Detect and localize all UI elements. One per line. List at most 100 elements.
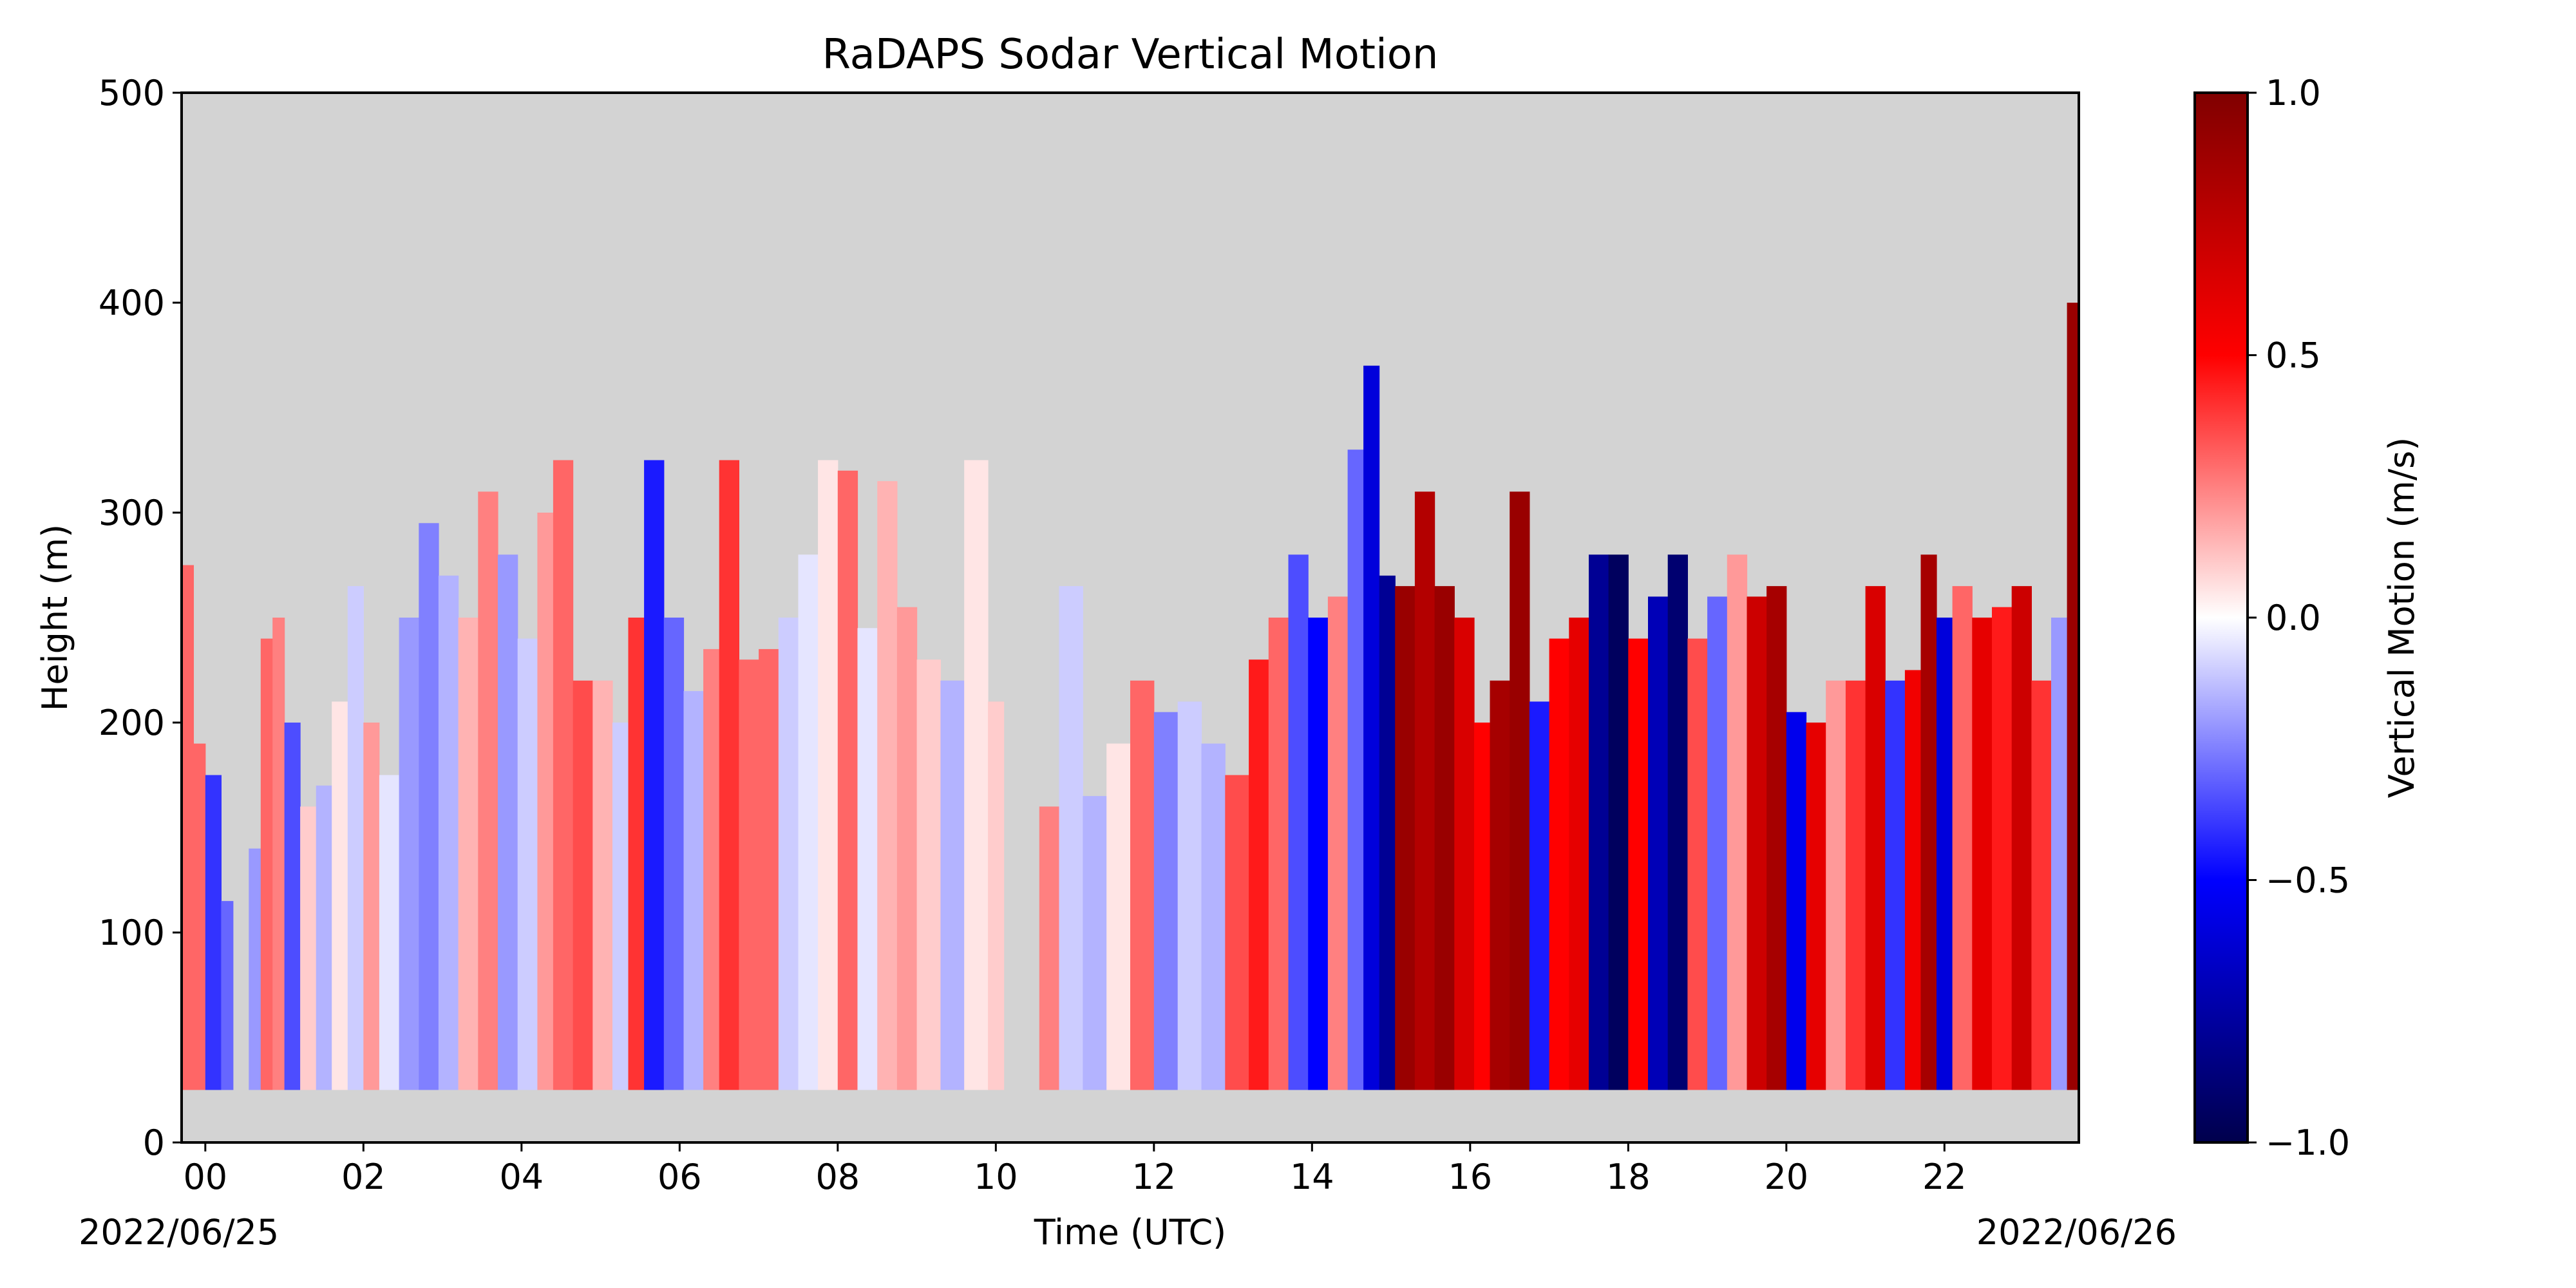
x-tick-label: 04 — [499, 1157, 544, 1197]
heatmap-column — [837, 470, 858, 1090]
x-tick-label: 12 — [1132, 1157, 1176, 1197]
x-tick-label: 10 — [974, 1157, 1018, 1197]
heatmap-column — [182, 565, 194, 1090]
heatmap-column — [1225, 775, 1249, 1090]
heatmap-column — [1727, 554, 1748, 1090]
heatmap-column — [1327, 596, 1349, 1090]
heatmap-column — [1766, 586, 1787, 1090]
heatmap-column — [363, 723, 380, 1090]
heatmap-column — [2011, 586, 2032, 1090]
y-tick-label: 500 — [99, 73, 165, 113]
heatmap-column — [988, 701, 1005, 1090]
heatmap-column — [663, 618, 685, 1090]
heatmap-column — [1177, 701, 1202, 1090]
heatmap-column — [1510, 491, 1530, 1090]
x-tick-label: 06 — [658, 1157, 702, 1197]
x-tick-label: 14 — [1290, 1157, 1334, 1197]
heatmap-column — [553, 460, 574, 1090]
heatmap-column — [857, 628, 878, 1090]
colorbar-tick-label: 0.0 — [2266, 598, 2321, 638]
heatmap-column — [193, 743, 206, 1090]
heatmap-column — [347, 586, 364, 1090]
heatmap-column — [1904, 670, 1922, 1090]
heatmap-column — [332, 701, 348, 1090]
heatmap-column — [1379, 575, 1396, 1090]
heatmap-column — [1308, 618, 1329, 1090]
heatmap-column — [1347, 450, 1364, 1090]
plot-frame — [180, 91, 2080, 1144]
heatmap-column — [1434, 586, 1455, 1090]
x-tick-label: 02 — [341, 1157, 386, 1197]
heatmap-column — [1201, 743, 1226, 1090]
heatmap-column — [1826, 680, 1846, 1090]
y-tick-label: 200 — [99, 703, 165, 743]
heatmap-column — [419, 523, 439, 1090]
heatmap-column — [249, 848, 261, 1090]
heatmap-column — [1549, 638, 1569, 1090]
heatmap-column — [1490, 680, 1510, 1090]
heatmap-column — [1667, 554, 1688, 1090]
heatmap-column — [1569, 618, 1589, 1090]
colorbar-tick-label: −0.5 — [2266, 860, 2350, 901]
x-axis-label: Time (UTC) — [1034, 1212, 1227, 1253]
heatmap-column — [1249, 659, 1269, 1090]
heatmap-column — [221, 901, 234, 1090]
x-tick-label: 22 — [1922, 1157, 1967, 1197]
heatmap-column — [438, 575, 459, 1090]
heatmap-column — [1747, 596, 1767, 1090]
heatmap-column — [1865, 586, 1886, 1090]
y-tick-label: 0 — [143, 1122, 165, 1163]
y-axis-label: Height (m) — [35, 524, 75, 711]
heatmap-column — [1687, 638, 1708, 1090]
y-tick-label: 300 — [99, 493, 165, 533]
heatmap-column — [1153, 712, 1179, 1090]
heatmap-column — [399, 618, 419, 1090]
colorbar-label: Vertical Motion (m/s) — [2382, 437, 2422, 799]
heatmap-column — [1589, 554, 1609, 1090]
heatmap-column — [1992, 607, 2012, 1090]
heatmap-column — [1130, 680, 1155, 1090]
y-axis: 0 100 200 300 400 500 — [99, 73, 182, 1163]
heatmap-column — [458, 618, 478, 1090]
heatmap-column — [1529, 701, 1550, 1090]
heatmap-column — [818, 460, 838, 1090]
x-start-date-label: 2022/06/25 — [79, 1212, 279, 1253]
heatmap-column — [1972, 618, 1993, 1090]
heatmap-column — [379, 775, 400, 1090]
heatmap-column — [316, 785, 332, 1090]
heatmap-column — [573, 680, 593, 1090]
heatmap-column — [1395, 586, 1416, 1090]
heatmap-column — [2067, 303, 2079, 1090]
heatmap-column — [719, 460, 739, 1090]
chart-title: RaDAPS Sodar Vertical Motion — [822, 31, 1439, 79]
heatmap-column — [778, 618, 799, 1090]
heatmap-column — [1628, 638, 1649, 1090]
y-tick-label: 100 — [99, 913, 165, 953]
heatmap-column — [1806, 723, 1826, 1090]
heatmap-column — [300, 806, 317, 1090]
heatmap-column — [1414, 491, 1435, 1090]
heatmap-column — [1083, 796, 1107, 1090]
heatmap-column — [1786, 712, 1807, 1090]
heatmap-column — [1474, 723, 1491, 1090]
colorbar-tick-label: −1.0 — [2266, 1122, 2350, 1163]
heatmap-column — [260, 638, 273, 1090]
x-tick-label: 16 — [1448, 1157, 1492, 1197]
heatmap-column — [498, 554, 518, 1090]
heatmap-column — [964, 460, 989, 1090]
heatmap-column — [2051, 618, 2068, 1090]
colorbar-tick-label: 0.5 — [2266, 336, 2321, 376]
heatmap-column — [703, 649, 720, 1090]
x-tick-label: 18 — [1606, 1157, 1651, 1197]
heatmap-column — [628, 618, 645, 1090]
heatmap-column — [940, 680, 965, 1090]
x-end-date-label: 2022/06/26 — [1976, 1212, 2177, 1253]
heatmap-column — [759, 649, 779, 1090]
heatmap-column — [478, 491, 498, 1090]
heatmap-column — [592, 680, 613, 1090]
heatmap-column — [739, 659, 759, 1090]
heatmap-column — [1454, 618, 1475, 1090]
heatmap-column — [2031, 680, 2052, 1090]
heatmap-column — [896, 607, 918, 1090]
